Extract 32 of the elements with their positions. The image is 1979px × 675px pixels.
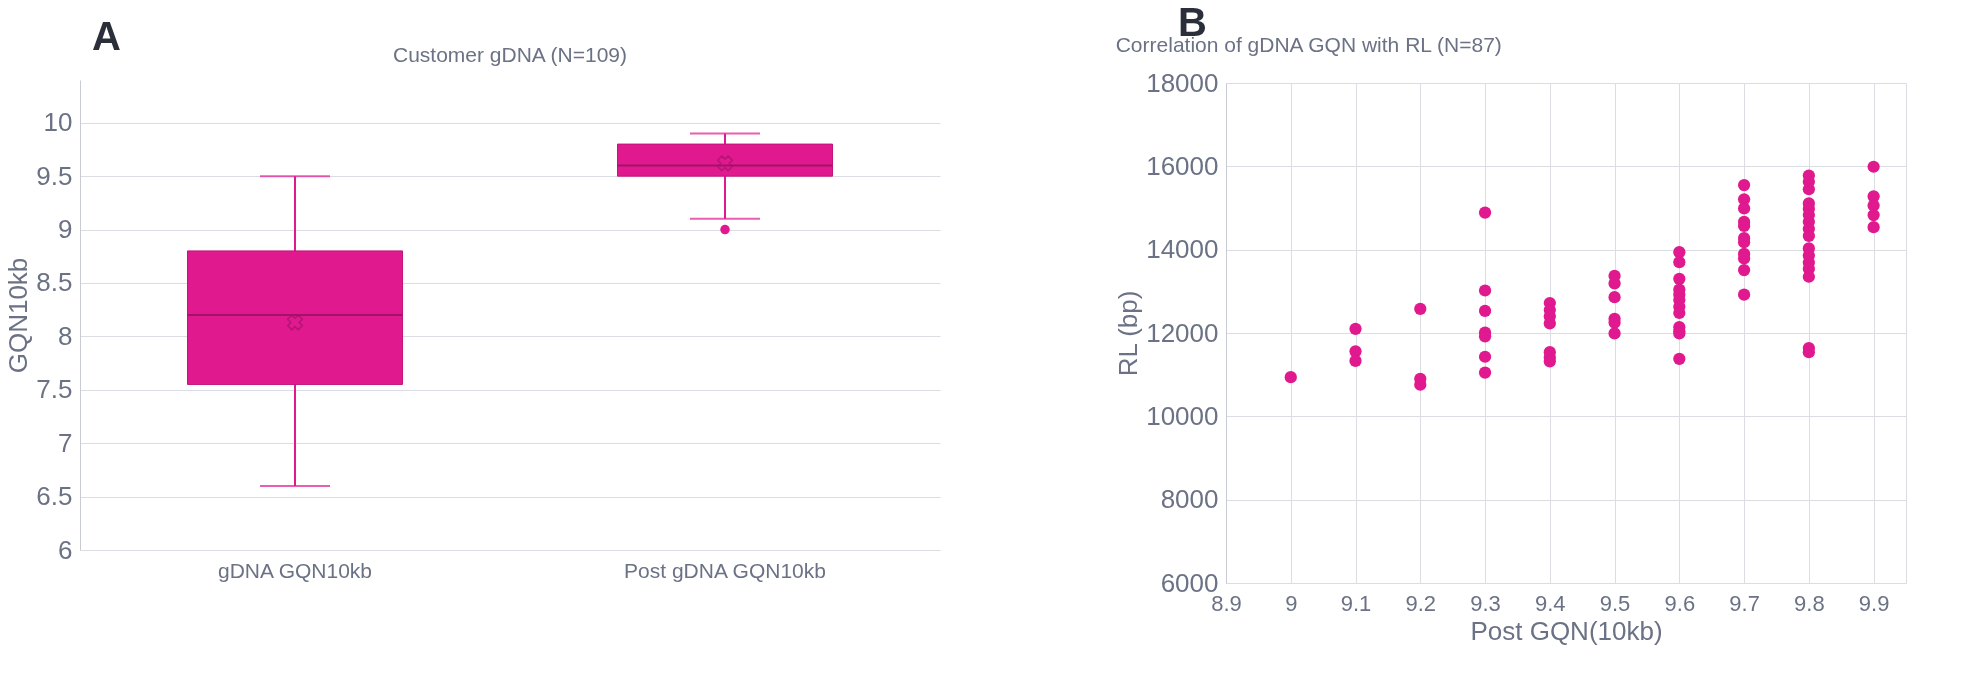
y-axis-title: RL (bp) bbox=[1113, 290, 1144, 377]
x-tick-label: Post gDNA GQN10kb bbox=[624, 558, 826, 582]
y-tick-label: 16000 bbox=[1146, 150, 1219, 181]
x-tick-label: 9.5 bbox=[1599, 590, 1631, 616]
y-tick-label: 6.5 bbox=[36, 481, 73, 512]
x-tick-label: 9.3 bbox=[1470, 590, 1501, 616]
y-tick-label: 9 bbox=[58, 214, 73, 245]
y-tick-label: 10000 bbox=[1146, 400, 1219, 431]
y-tick-label: 8 bbox=[58, 320, 73, 351]
x-tick-label: 9.7 bbox=[1729, 590, 1760, 616]
y-tick-label: 6 bbox=[58, 534, 73, 565]
y-tick-label: 14000 bbox=[1146, 234, 1219, 265]
y-tick-label: 12000 bbox=[1146, 317, 1219, 348]
y-tick-label: 7.5 bbox=[36, 374, 73, 405]
y-tick-label: 9.5 bbox=[36, 160, 73, 191]
x-tick-label: 9.6 bbox=[1664, 590, 1696, 616]
x-axis-title: Post GQN(10kb) bbox=[1470, 615, 1663, 646]
x-tick-label: 9.2 bbox=[1405, 590, 1437, 616]
x-tick-label: 9.1 bbox=[1340, 590, 1372, 616]
x-tick-label: 9.8 bbox=[1794, 590, 1825, 616]
text: A bbox=[92, 14, 121, 59]
y-tick-label: 8000 bbox=[1160, 484, 1219, 515]
x-tick-label: gDNA GQN10kb bbox=[217, 558, 373, 582]
x-tick-label: 9.9 bbox=[1858, 590, 1890, 616]
y-tick-label: 18000 bbox=[1146, 67, 1219, 98]
y-tick-label: 7 bbox=[58, 427, 73, 458]
x-tick-label: 9.4 bbox=[1535, 590, 1566, 616]
y-tick-label: 8.5 bbox=[36, 267, 73, 298]
x-tick-label: 9 bbox=[1285, 590, 1298, 616]
chart-title: Customer gDNA (N=109) bbox=[392, 43, 628, 66]
y-axis-title: GQN10kb bbox=[3, 257, 34, 374]
y-tick-label: 10 bbox=[43, 107, 73, 138]
